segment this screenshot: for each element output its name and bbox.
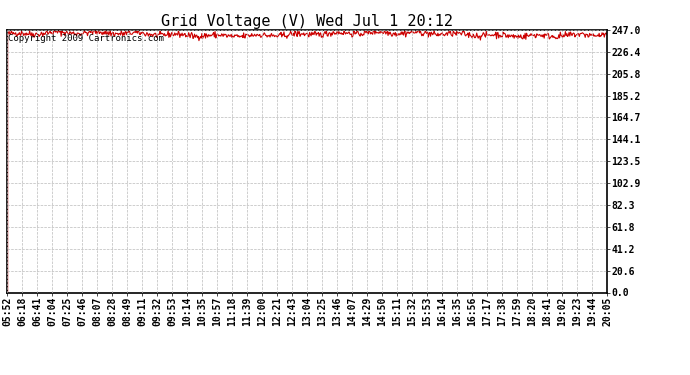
Title: Grid Voltage (V) Wed Jul 1 20:12: Grid Voltage (V) Wed Jul 1 20:12 — [161, 14, 453, 29]
Text: Copyright 2009 Cartronics.com: Copyright 2009 Cartronics.com — [8, 34, 164, 43]
